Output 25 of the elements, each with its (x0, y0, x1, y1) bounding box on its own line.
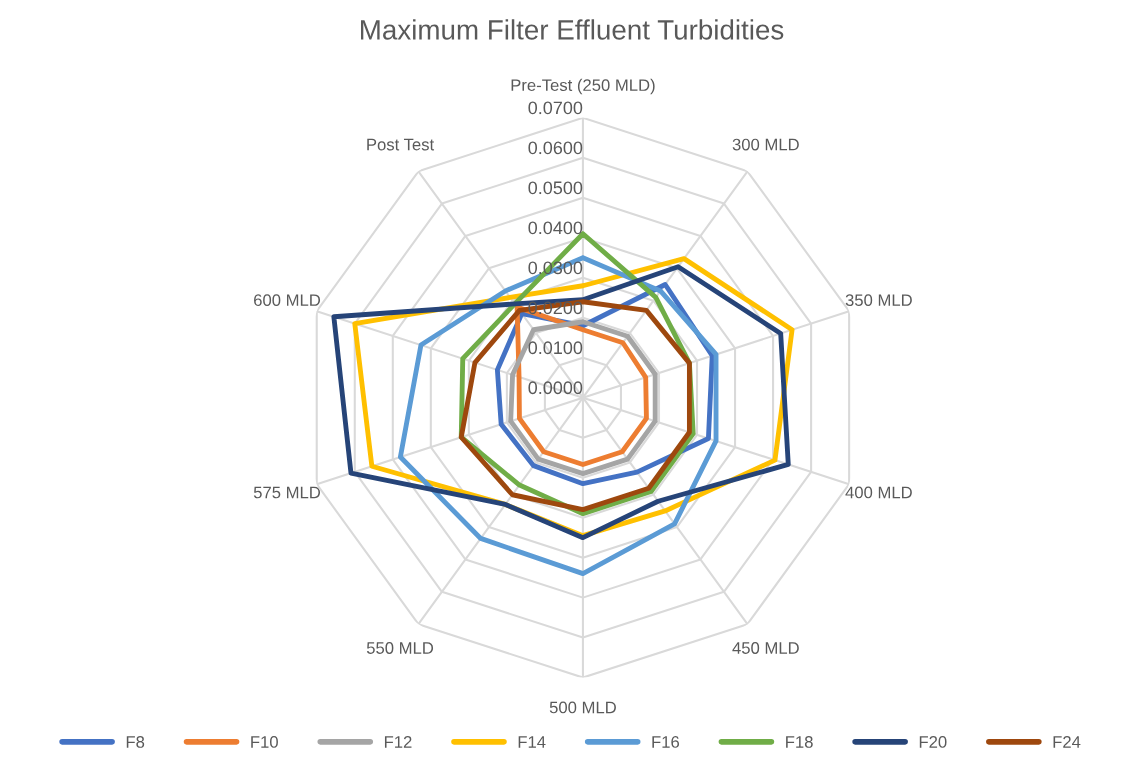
spoke-label: 500 MLD (549, 701, 616, 714)
y-tick-label: 0.0000 (528, 381, 583, 395)
spoke-label: Post Test (367, 138, 435, 151)
spoke-label: Pre-Test (250 MLD) (511, 78, 655, 95)
spoke-label: 600 MLD (254, 294, 321, 307)
spoke-label: 575 MLD (253, 486, 321, 499)
legend-label: F8 (126, 736, 145, 748)
spoke-label: 450 MLD (732, 642, 799, 654)
legend-label: F24 (1053, 736, 1081, 748)
spoke-label: 300 MLD (732, 138, 799, 151)
y-tick-label: 0.0600 (528, 141, 583, 155)
legend-label: F12 (384, 736, 412, 748)
spoke-label: 550 MLD (366, 642, 434, 654)
spoke-label: 350 MLD (845, 294, 912, 307)
legend-label: F10 (251, 736, 278, 748)
y-tick-label: 0.0400 (528, 221, 583, 235)
legend-label: F16 (652, 736, 680, 748)
y-tick-label: 0.0100 (528, 341, 583, 355)
legend-label: F20 (919, 736, 947, 748)
y-tick-label: 0.0500 (528, 181, 583, 195)
spoke-label: 400 MLD (845, 486, 912, 499)
legend-label: F18 (786, 736, 813, 748)
y-tick-label: 0.0700 (528, 101, 583, 115)
chart-title: Maximum Filter Effluent Turbidities (361, 19, 784, 40)
legend-label: F14 (518, 736, 546, 748)
